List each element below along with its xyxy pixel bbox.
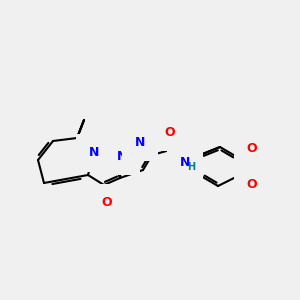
Text: O: O bbox=[165, 125, 175, 139]
Text: N: N bbox=[135, 136, 145, 148]
Text: O: O bbox=[247, 178, 257, 191]
Text: O: O bbox=[102, 196, 112, 209]
Text: N: N bbox=[117, 149, 127, 163]
Text: N: N bbox=[180, 155, 190, 169]
Text: H: H bbox=[187, 162, 195, 172]
Text: O: O bbox=[247, 142, 257, 154]
Text: N: N bbox=[89, 146, 99, 160]
